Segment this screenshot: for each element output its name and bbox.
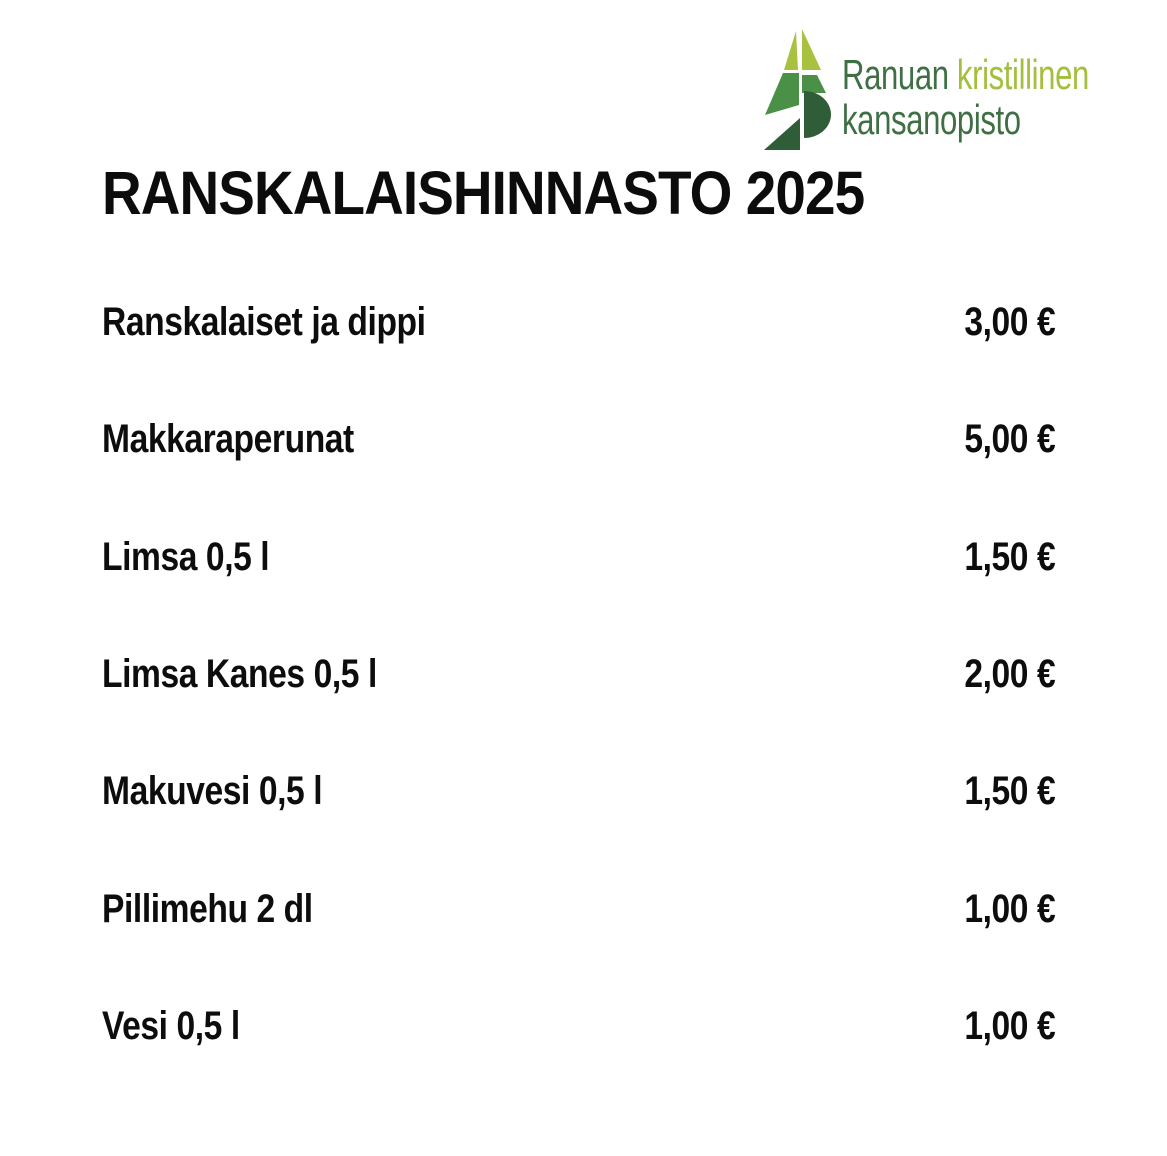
menu-item-price: 1,00 € — [964, 1003, 1055, 1048]
logo-word-ranuan: Ranuan — [842, 51, 949, 98]
menu-item-row: Makuvesi 0,5 l 1,50 € — [102, 733, 1055, 850]
menu-item-price: 2,00 € — [964, 652, 1055, 697]
menu-item-price: 5,00 € — [964, 417, 1055, 462]
page-title: RANSKALAISHINNASTO 2025 — [102, 158, 949, 228]
menu-item-name: Vesi 0,5 l — [102, 1003, 240, 1048]
menu-item-row: Limsa Kanes 0,5 l 2,00 € — [102, 616, 1055, 733]
menu-item-name: Limsa Kanes 0,5 l — [102, 652, 377, 697]
page-title-text: RANSKALAISHINNASTO 2025 — [102, 159, 865, 227]
menu-item-name: Limsa 0,5 l — [102, 534, 270, 579]
menu-item-row: Limsa 0,5 l 1,50 € — [102, 499, 1055, 616]
menu-item-price: 1,50 € — [964, 769, 1055, 814]
logo-word-kristillinen: kristillinen — [956, 51, 1089, 98]
menu-item-row: Vesi 0,5 l 1,00 € — [102, 968, 1055, 1085]
logo: Ranuan kristillinen kansanopisto — [763, 28, 1167, 152]
menu-item-price: 1,00 € — [964, 886, 1055, 931]
menu-item-row: Makkaraperunat 5,00 € — [102, 381, 1055, 498]
menu-item-name: Makuvesi 0,5 l — [102, 769, 323, 814]
menu-item-name: Ranskalaiset ja dippi — [102, 300, 426, 345]
tree-logo-icon — [764, 29, 831, 150]
menu-item-row: Pillimehu 2 dl 1,00 € — [102, 850, 1055, 967]
menu-item-name: Pillimehu 2 dl — [102, 886, 313, 931]
logo-text: Ranuan kristillinen kansanopisto — [842, 52, 1167, 142]
menu-item-row: Ranskalaiset ja dippi 3,00 € — [102, 264, 1055, 381]
menu-item-price: 3,00 € — [964, 300, 1055, 345]
menu-list: Ranskalaiset ja dippi 3,00 € Makkaraperu… — [102, 264, 1055, 1085]
menu-item-price: 1,50 € — [964, 534, 1055, 579]
menu-item-name: Makkaraperunat — [102, 417, 354, 462]
logo-word-kansanopisto: kansanopisto — [842, 96, 1021, 143]
